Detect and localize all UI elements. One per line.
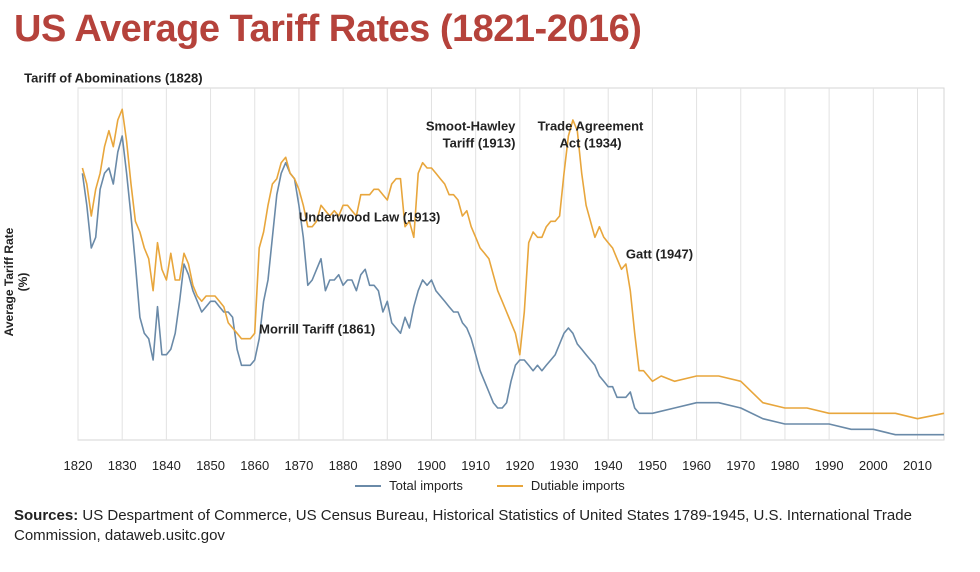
x-tick-label: 1820 (64, 458, 93, 473)
x-tick-label: 1940 (594, 458, 623, 473)
sources-text: US Despartment of Commerce, US Census Bu… (14, 507, 912, 544)
annotation-label: Tariff of Abominations (1828) (24, 71, 202, 86)
annotation-label: Trade Agreement Act (1934) (538, 119, 644, 151)
x-tick-label: 1840 (152, 458, 181, 473)
legend-item-total-imports: Total imports (355, 478, 463, 493)
x-tick-label: 1950 (638, 458, 667, 473)
annotation-label: Underwood Law (1913) (299, 209, 441, 224)
x-tick-label: 1960 (682, 458, 711, 473)
x-tick-label: 1910 (461, 458, 490, 473)
x-tick-label: 1930 (550, 458, 579, 473)
legend-item-dutiable-imports: Dutiable imports (496, 478, 625, 493)
series-line-total-imports (81, 135, 944, 436)
x-tick-label: 1860 (240, 458, 269, 473)
x-tick-label: 1990 (815, 458, 844, 473)
x-tick-label: 1870 (284, 458, 313, 473)
sources-label: Sources: (14, 507, 79, 524)
series-line-dutiable-imports (81, 108, 945, 420)
legend-label-dutiable-imports: Dutiable imports (530, 478, 625, 493)
x-tick-label: 1830 (108, 458, 137, 473)
x-tick-label: 1890 (373, 458, 402, 473)
x-tick-label: 2010 (903, 458, 932, 473)
annotation-label: Smoot-Hawley Tariff (1913) (426, 119, 516, 151)
chart-title: US Average Tariff Rates (1821-2016) (14, 8, 642, 50)
x-tick-label: 1900 (417, 458, 446, 473)
x-tick-label: 2000 (859, 458, 888, 473)
x-tick-label: 1970 (726, 458, 755, 473)
legend-label-total-imports: Total imports (389, 478, 463, 493)
x-tick-label: 1980 (770, 458, 799, 473)
x-tick-label: 1850 (196, 458, 225, 473)
x-tick-label: 1880 (329, 458, 358, 473)
annotation-label: Morrill Tariff (1861) (259, 321, 375, 336)
x-tick-label: 1920 (505, 458, 534, 473)
sources-note: Sources: US Despartment of Commerce, US … (14, 506, 974, 546)
legend: Total imports Dutiable imports (0, 478, 980, 493)
annotation-label: Gatt (1947) (626, 247, 693, 262)
line-chart: 1820 1830 1840 1850 1860 1870 1880 1890 1900 1910… (24, 71, 945, 473)
legend-swatch-dutiable-imports (496, 484, 523, 487)
legend-swatch-total-imports (355, 484, 382, 487)
